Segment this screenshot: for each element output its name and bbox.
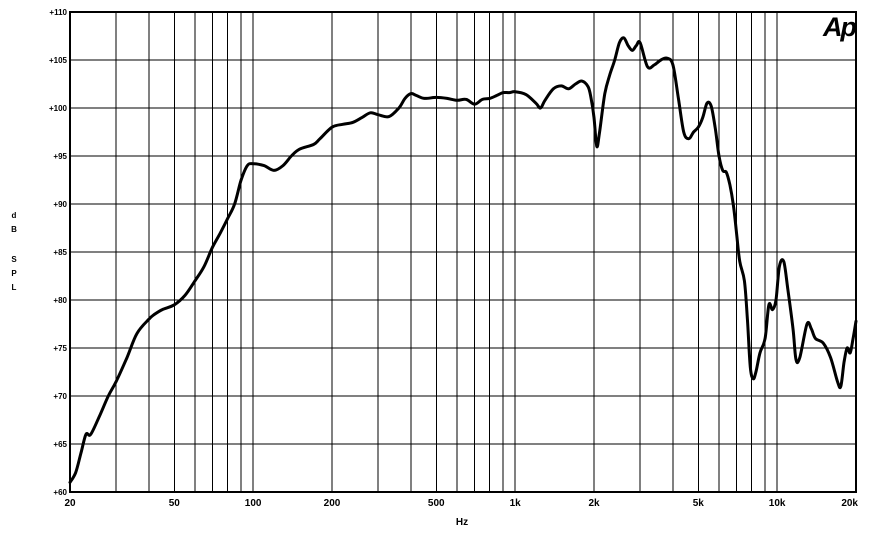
y-axis-label-char: B: [11, 225, 17, 234]
y-tick-label: +80: [53, 296, 67, 305]
x-tick-label: 2k: [588, 498, 600, 509]
y-tick-label: +85: [53, 248, 67, 257]
y-tick-label: +105: [49, 56, 68, 65]
y-tick-label: +70: [53, 392, 67, 401]
plot-border: [69, 11, 857, 493]
spl-response-curve: [68, 36, 858, 484]
y-tick-label: +100: [49, 104, 68, 113]
y-tick-label: +110: [49, 8, 67, 17]
y-tick-label: +60: [53, 488, 67, 497]
x-tick-label: 500: [428, 498, 445, 509]
ap-logo: Ap: [822, 12, 856, 42]
x-tick-label: 20: [64, 498, 76, 509]
y-axis-label-char: S: [11, 255, 17, 264]
y-axis-label-char: d: [12, 211, 17, 220]
x-tick-label: 5k: [693, 498, 705, 509]
y-axis-label-char: L: [12, 283, 17, 292]
y-axis-label: dB SPL: [11, 211, 17, 292]
x-tick-label: 50: [169, 498, 181, 509]
y-tick-label: +90: [53, 200, 67, 209]
x-axis-label: Hz: [456, 517, 468, 528]
x-tick-label: 100: [245, 498, 262, 509]
y-tick-label: +65: [53, 440, 67, 449]
y-tick-labels: +60 +65 +70 +75 +80 +85 +90 +95 +100 +105 +110: [49, 8, 68, 497]
x-tick-label: 200: [324, 498, 341, 509]
series-layer: [68, 36, 858, 484]
x-tick-label: 10k: [769, 498, 786, 509]
plot-frame: [69, 11, 857, 493]
y-axis-label-char: P: [11, 269, 17, 278]
x-tick-label: 1k: [510, 498, 522, 509]
y-tick-label: +75: [53, 344, 67, 353]
x-tick-labels: 20 50 100 200 500 1k 2k 5k 10k 20k: [64, 498, 858, 509]
x-tick-label: 20k: [841, 498, 858, 509]
y-tick-label: +95: [53, 152, 67, 161]
